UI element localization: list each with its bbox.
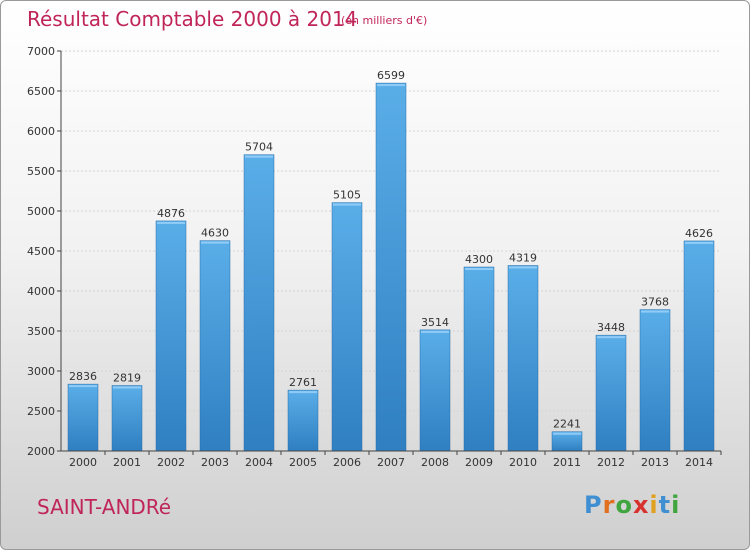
bar-2002 (155, 220, 187, 452)
bar-2005 (287, 389, 319, 452)
bar-highlight (465, 268, 493, 270)
value-labels: 2836 2819 4876 4630 5704 2761 5105 6599 3514 4300… (69, 69, 713, 431)
value-label: 5105 (333, 189, 361, 202)
bar-highlight (289, 391, 317, 394)
bar-chart: 2000 2500 3000 3500 4000 4500 5000 5500 6000 6500… (27, 45, 722, 469)
bar-highlight (201, 241, 229, 244)
y-tick-label: 6000 (27, 125, 55, 138)
y-tick-label: 3500 (27, 325, 55, 338)
y-tick-label: 5000 (27, 205, 55, 218)
chart-subtitle: (en milliers d'€) (341, 14, 428, 27)
value-label: 2836 (69, 370, 97, 383)
x-tick-label: 2004 (245, 456, 273, 469)
bar-highlight (641, 310, 669, 313)
bar-2009 (463, 266, 495, 452)
bar-highlight (157, 221, 185, 224)
value-label: 3514 (421, 316, 449, 329)
x-tick-label: 2001 (113, 456, 141, 469)
value-label: 2241 (553, 418, 581, 431)
value-label: 3448 (597, 321, 625, 334)
y-tick-label: 2500 (27, 405, 55, 418)
logo-letter: r (602, 491, 616, 519)
y-tick-label: 4000 (27, 285, 55, 298)
x-tick-label: 2008 (421, 456, 449, 469)
bar-2006 (331, 202, 363, 452)
logo-letter: i (671, 491, 681, 519)
logo-letter: o (615, 491, 633, 519)
y-tick-label: 5500 (27, 165, 55, 178)
bars (67, 82, 715, 452)
value-label: 6599 (377, 69, 405, 82)
x-tick-label: 2002 (157, 456, 185, 469)
x-tick-label: 2013 (641, 456, 669, 469)
x-tick-label: 2011 (553, 456, 581, 469)
value-label: 2761 (289, 376, 317, 389)
value-label: 2819 (113, 371, 141, 384)
bar-2004 (243, 154, 275, 452)
value-label: 4876 (157, 207, 185, 220)
y-axis: 2000 2500 3000 3500 4000 4500 5000 5500 6000 6500… (27, 45, 62, 458)
logo-letter: i (649, 491, 659, 519)
value-label: 4630 (201, 227, 229, 240)
value-label: 4319 (509, 251, 537, 264)
bar-highlight (113, 386, 141, 389)
bar-2010 (507, 265, 539, 452)
value-label: 4626 (685, 227, 713, 240)
x-tick-label: 2012 (597, 456, 625, 469)
bar-2000 (67, 383, 99, 452)
logo-letter: P (584, 491, 603, 519)
bar-2001 (111, 385, 143, 452)
bar-highlight (421, 330, 449, 333)
logo-letter: x (632, 491, 650, 519)
proxiti-logo: Proxiti (584, 491, 680, 519)
bar-highlight (333, 203, 361, 206)
commune-name: SAINT-ANDRé (37, 495, 172, 519)
bar-2008 (419, 329, 451, 452)
bar-2007 (375, 82, 407, 452)
bar-highlight (69, 385, 97, 388)
y-tick-label: 6500 (27, 85, 55, 98)
bar-2014 (683, 240, 715, 452)
x-tick-label: 2000 (69, 456, 97, 469)
value-label: 5704 (245, 141, 273, 154)
x-axis: 2000 2001 2002 2003 2004 2005 2006 2007 2008 2009… (61, 450, 722, 469)
x-tick-label: 2010 (509, 456, 537, 469)
x-tick-label: 2006 (333, 456, 361, 469)
x-tick-label: 2005 (289, 456, 317, 469)
bar-2013 (639, 309, 671, 452)
x-tick-label: 2014 (685, 456, 713, 469)
logo-letter: t (658, 491, 672, 519)
y-tick-label: 2000 (27, 445, 55, 458)
bar-highlight (245, 155, 273, 158)
x-tick-label: 2003 (201, 456, 229, 469)
bar-highlight (509, 266, 537, 269)
bar-highlight (553, 432, 581, 435)
bar-highlight (377, 84, 405, 87)
x-tick-label: 2009 (465, 456, 493, 469)
bar-highlight (685, 241, 713, 244)
bar-2003 (199, 240, 231, 452)
chart-title: Résultat Comptable 2000 à 2014 (27, 7, 358, 31)
bar-highlight (597, 336, 625, 339)
y-tick-label: 4500 (27, 245, 55, 258)
bar-2012 (595, 334, 627, 452)
value-label: 3768 (641, 296, 669, 309)
x-tick-label: 2007 (377, 456, 405, 469)
y-tick-label: 3000 (27, 365, 55, 378)
y-tick-label: 7000 (27, 45, 55, 58)
value-label: 4300 (465, 253, 493, 266)
